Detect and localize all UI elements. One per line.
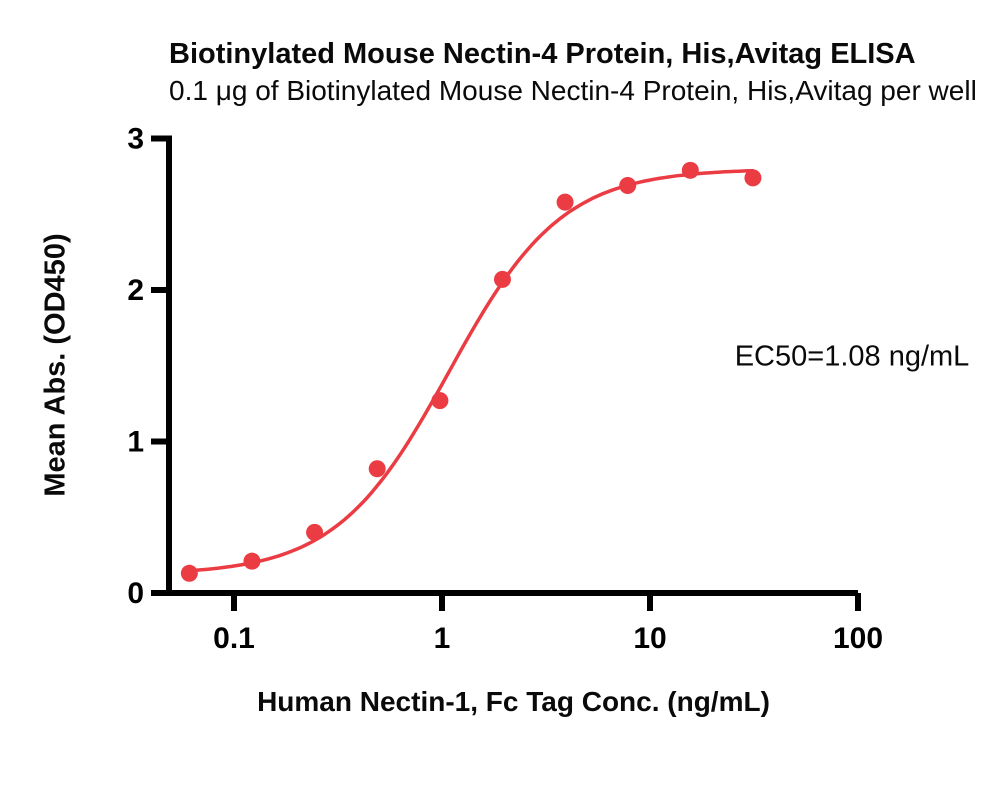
data-point <box>619 176 637 194</box>
x-tick-label: 10 <box>633 622 666 655</box>
data-point <box>556 193 574 211</box>
data-point <box>306 523 324 541</box>
chart-subtitle: 0.1 μg of Biotinylated Mouse Nectin-4 Pr… <box>169 75 977 106</box>
data-point <box>180 564 198 582</box>
data-point <box>744 169 762 187</box>
x-tick-label: 100 <box>833 622 883 655</box>
x-axis-label: Human Nectin-1, Fc Tag Conc. (ng/mL) <box>257 686 770 717</box>
y-tick-label: 1 <box>127 426 144 459</box>
data-point <box>243 552 261 570</box>
y-tick-label: 2 <box>127 274 144 307</box>
y-tick-label: 3 <box>127 123 144 156</box>
chart-title: Biotinylated Mouse Nectin-4 Protein, His… <box>169 38 916 70</box>
x-tick-label: 1 <box>434 622 451 655</box>
ec50-annotation: EC50=1.08 ng/mL <box>734 340 970 373</box>
data-point <box>368 460 386 478</box>
data-point <box>493 270 511 288</box>
y-tick-label: 0 <box>127 577 144 610</box>
data-point <box>431 392 449 410</box>
fit-curve <box>187 168 755 573</box>
data-point <box>681 161 699 179</box>
x-tick-label: 0.1 <box>213 622 255 655</box>
